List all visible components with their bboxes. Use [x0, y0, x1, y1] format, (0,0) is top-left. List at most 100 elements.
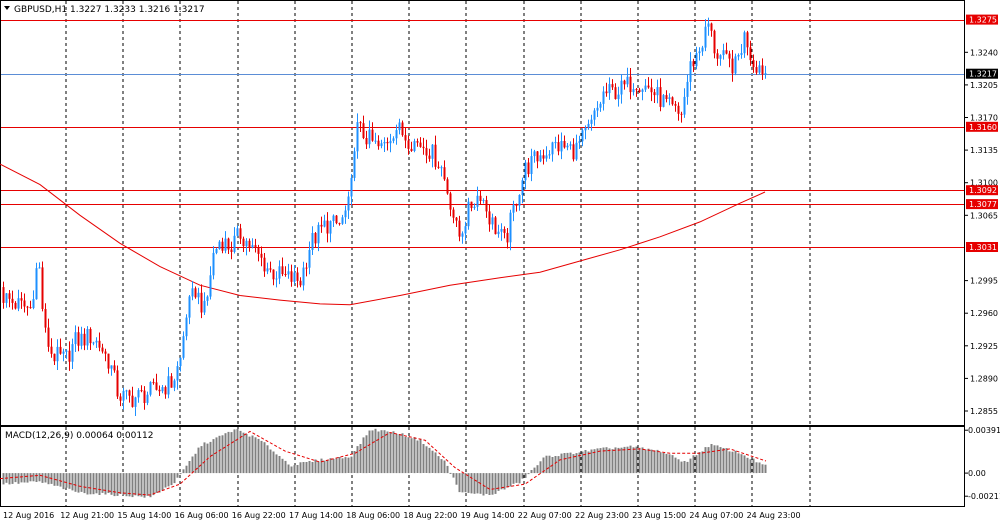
macd-histogram-bar: [164, 473, 167, 488]
candle-body: [593, 110, 596, 120]
macd-histogram-bar: [560, 453, 563, 473]
macd-histogram-bar: [311, 462, 314, 473]
macd-histogram-bar: [8, 473, 11, 485]
candle-body: [713, 30, 716, 54]
macd-histogram-bar: [605, 447, 608, 473]
candle-body: [638, 89, 641, 92]
macd-histogram-bar: [743, 455, 746, 474]
macd-histogram-bar: [581, 451, 584, 474]
macd-histogram-bar: [656, 449, 659, 474]
macd-histogram-bar: [641, 447, 644, 474]
macd-histogram-bar: [545, 455, 548, 474]
macd-pane[interactable]: [0, 426, 965, 507]
candle-body: [548, 154, 551, 156]
macd-histogram-bar: [272, 451, 275, 474]
macd-histogram-bar: [734, 450, 737, 474]
candle-body: [2, 287, 5, 303]
candle-body: [173, 380, 176, 388]
macd-histogram-bar: [488, 473, 491, 495]
macd-histogram-bar: [596, 448, 599, 474]
macd-histogram-bar: [557, 456, 560, 474]
candle-body: [206, 296, 209, 301]
macd-histogram-bar: [350, 456, 353, 474]
candle-body: [647, 85, 650, 88]
macd-histogram-bar: [728, 451, 731, 474]
candle-body: [542, 155, 545, 159]
macd-histogram-bar: [233, 429, 236, 474]
macd-histogram-bar: [260, 440, 263, 474]
macd-histogram-bar: [95, 473, 98, 494]
candle-body: [50, 346, 53, 354]
candle-body: [284, 274, 287, 275]
candle-body: [32, 299, 35, 308]
macd-histogram-bar: [338, 457, 341, 474]
macd-histogram-bar: [320, 458, 323, 474]
candle-body: [611, 84, 614, 88]
candle-body: [407, 140, 410, 149]
candle-body: [140, 390, 143, 392]
macd-histogram-bar: [446, 465, 449, 474]
macd-histogram-bar: [251, 435, 254, 474]
candle-body: [353, 151, 356, 178]
candle-body: [5, 293, 8, 303]
macd-histogram-bar: [425, 446, 428, 473]
macd-histogram-bar: [509, 473, 512, 487]
y-tick-label: 1.3205: [970, 81, 998, 90]
candle-body: [143, 390, 146, 403]
candle-body: [212, 252, 215, 276]
candle-body: [722, 50, 725, 56]
candle-body: [680, 113, 683, 115]
candle-body: [161, 387, 164, 392]
candle-body: [530, 156, 533, 174]
macd-histogram-bar: [86, 473, 89, 495]
dropdown-triangle-icon[interactable]: [4, 6, 10, 10]
macd-histogram-bar: [614, 447, 617, 474]
candle-body: [260, 253, 263, 258]
macd-histogram-bar: [176, 473, 179, 478]
candle-body: [224, 238, 227, 251]
macd-histogram-bar: [182, 469, 185, 474]
macd-histogram-bar: [380, 430, 383, 474]
macd-histogram-bar: [668, 454, 671, 474]
macd-histogram-bar: [413, 437, 416, 474]
x-tick-label: 18 Aug 06:00: [346, 511, 400, 520]
macd-histogram-bar: [101, 473, 104, 493]
candle-body: [431, 144, 434, 159]
candle-body: [338, 223, 341, 225]
candle-body: [386, 142, 389, 144]
candle-body: [635, 89, 638, 91]
macd-histogram-bar: [407, 437, 410, 474]
candle-body: [152, 382, 155, 384]
candle-body: [440, 167, 443, 169]
macd-histogram-bar: [602, 447, 605, 474]
macd-histogram-bar: [347, 457, 350, 473]
macd-histogram-bar: [662, 453, 665, 473]
macd-histogram-bar: [305, 462, 308, 474]
candle-body: [494, 217, 497, 235]
candle-body: [515, 204, 518, 206]
candle-body: [326, 220, 329, 234]
x-tick-label: 24 Aug 07:00: [689, 511, 743, 520]
macd-histogram-bar: [302, 462, 305, 474]
macd-histogram-bar: [68, 473, 71, 489]
candle-body: [632, 89, 635, 93]
candle-body: [461, 233, 464, 237]
candle-body: [584, 127, 587, 131]
candle-body: [293, 272, 296, 282]
macd-histogram-bar: [470, 473, 473, 494]
candle-body: [716, 53, 719, 59]
candle-body: [167, 376, 170, 395]
macd-histogram-bar: [701, 451, 704, 474]
candle-body: [311, 233, 314, 250]
macd-histogram-bar: [44, 473, 47, 483]
candle-body: [671, 97, 674, 105]
macd-histogram-bar: [83, 473, 86, 494]
macd-histogram-bar: [584, 450, 587, 474]
candle-body: [578, 141, 581, 143]
candle-body: [47, 327, 50, 347]
macd-histogram-bar: [20, 473, 23, 483]
price-pane[interactable]: [0, 0, 965, 426]
candle-body: [512, 204, 515, 213]
